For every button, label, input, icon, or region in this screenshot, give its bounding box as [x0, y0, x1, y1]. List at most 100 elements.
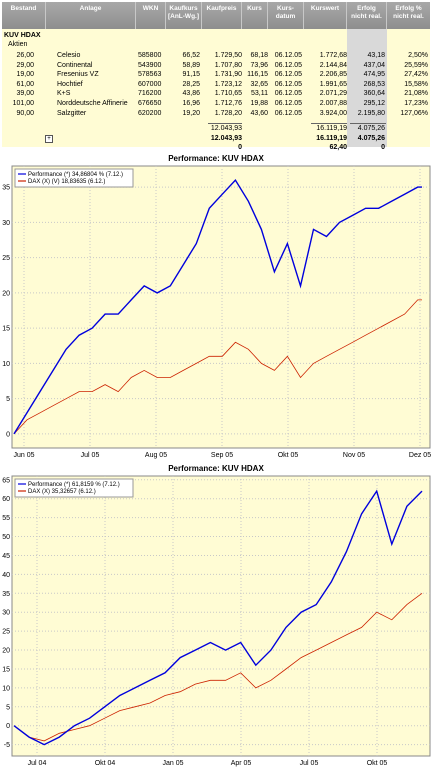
cell-kaufkurs: 66,52: [182, 52, 200, 59]
legend-label: Performance (*) 34,86804 % (7.12.): [28, 172, 123, 178]
col-kaufpreis[interactable]: Kaufpreis: [202, 2, 242, 29]
cell-kurswert: 3.924,00: [319, 109, 347, 117]
y-tick-label: 35: [2, 591, 10, 598]
y-tick-label: 60: [2, 496, 10, 503]
erfolg-column-shade: [347, 29, 387, 147]
x-tick-label: Sep 05: [211, 452, 233, 459]
cell-bestand: 90,00: [16, 109, 34, 117]
cell-datum: 06.12.05: [274, 71, 302, 79]
series-line-dax: [13, 299, 422, 435]
cell-pct: 2,50%: [408, 52, 428, 59]
chart2-title: Performance: KUV HDAX: [168, 464, 264, 473]
col-kurs[interactable]: Kurs: [242, 2, 268, 29]
cell-anlage: K+S: [57, 90, 71, 98]
cell-anlage: Continental: [57, 61, 93, 69]
col-anlage[interactable]: Anlage: [46, 2, 136, 29]
extra-erfolg: 0: [381, 144, 385, 151]
col-kaufkurs[interactable]: Kaufkurs [AnL-Wg.]: [166, 2, 202, 29]
legend-label: Performance (*) 61,8159 % (7.12.): [28, 482, 120, 488]
cell-kurs: 19,88: [250, 100, 268, 107]
cell-datum: 06.12.05: [274, 100, 302, 107]
y-tick-label: 25: [2, 629, 10, 636]
y-tick-label: 30: [2, 610, 10, 617]
cell-kurswert: 2.007,88: [319, 100, 347, 107]
cell-datum: 06.12.05: [274, 90, 302, 98]
y-tick-label: 50: [2, 534, 10, 541]
cell-kaufpreis: 1.710,65: [214, 90, 242, 98]
cell-anlage: Hochtief: [57, 80, 83, 88]
cell-pct: 25,59%: [404, 61, 428, 69]
y-tick-label: 0: [6, 431, 10, 438]
cell-datum: 06.12.05: [274, 52, 302, 59]
cell-erfolg: 437,04: [363, 61, 385, 69]
cell-kurs: 43,60: [250, 109, 268, 117]
subtotal-kaufpreis: 12.043,93: [210, 125, 242, 132]
y-tick-label: 10: [2, 685, 10, 692]
series-line-performance: [13, 489, 423, 746]
y-tick-label: 5: [6, 396, 10, 403]
cell-kaufpreis: 1.728,20: [214, 109, 242, 117]
cell-wkn: 578563: [138, 71, 162, 79]
y-tick-label: -5: [4, 742, 10, 749]
y-tick-label: 40: [2, 572, 10, 579]
series-line-dax: [13, 592, 423, 742]
legend-box: [14, 168, 134, 188]
col-bestand[interactable]: Bestand: [2, 2, 46, 29]
cell-kaufpreis: 1.712,76: [214, 100, 242, 107]
cell-pct: 15,58%: [404, 80, 428, 88]
total-erfolg: 4.075,26: [357, 135, 385, 142]
subtotal-kurswert: 16.119,19: [316, 125, 347, 132]
x-tick-label: Jul 05: [300, 760, 319, 767]
col-wkn[interactable]: WKN: [136, 2, 166, 29]
cell-bestand: 101,00: [12, 100, 34, 107]
rule: [208, 123, 242, 124]
col-kurswert[interactable]: Kurswert: [304, 2, 347, 29]
col-kursdatum[interactable]: Kurs- datum: [268, 2, 304, 29]
cell-kurs: 73,96: [250, 61, 268, 69]
legend: Performance (*) 34,86804 % (7.12.)DAX (X…: [14, 168, 134, 188]
cell-kaufkurs: 16,96: [182, 100, 200, 107]
cell-pct: 17,23%: [404, 100, 428, 107]
x-tick-label: Jun 05: [13, 452, 34, 459]
y-tick-label: 45: [2, 553, 10, 560]
group-label: KUV HDAX: [4, 32, 41, 39]
cell-datum: 06.12.05: [274, 61, 302, 69]
extra-kurswert: 62,40: [329, 144, 347, 151]
cell-erfolg: 474,95: [363, 71, 385, 79]
cell-wkn: 585800: [138, 52, 162, 59]
cell-anlage: Fresenius VZ: [57, 71, 99, 79]
cell-erfolg: 295,12: [363, 100, 385, 107]
y-tick-label: 15: [2, 666, 10, 673]
x-tick-label: Okt 04: [95, 760, 116, 767]
cell-erfolg: 2.195,80: [357, 109, 385, 117]
total-kaufpreis: 12.043,93: [210, 135, 242, 142]
cell-kaufkurs: 58,89: [182, 61, 200, 69]
rule: [311, 123, 347, 124]
y-tick-label: 20: [2, 290, 10, 297]
x-tick-label: Okt 05: [367, 760, 388, 767]
performance-chart-6m: 0 5 10 15 20 25 30 35 Jun 05 Jul 05 Aug 05 Sep 05 Ok…: [2, 165, 431, 459]
y-tick-label: 25: [2, 255, 10, 262]
col-erfolg[interactable]: Erfolg nicht real.: [347, 2, 387, 29]
col-erfolg-pct[interactable]: Erfolg % nicht real.: [393, 5, 424, 20]
y-tick-label: 10: [2, 361, 10, 368]
subtotal-erfolg: 4.075,26: [357, 125, 385, 132]
subgroup-label: Aktien: [8, 41, 28, 48]
x-tick-label: Dez 05: [409, 452, 431, 459]
cell-kaufkurs: 91,15: [182, 71, 200, 79]
x-tick-label: Okt 05: [278, 452, 299, 459]
performance-chart-18m: -5 0 5 10 15 20 25 30 35 40 45 50 55 60 65 Jul 04 Okt 04…: [2, 475, 431, 767]
cell-kurswert: 2.206,85: [319, 71, 347, 79]
cell-datum: 06.12.05: [274, 80, 302, 88]
x-tick-label: Jan 05: [162, 760, 183, 767]
plus-box-icon[interactable]: +: [45, 135, 53, 143]
cell-kurs: 32,65: [250, 80, 268, 88]
extra-kaufpreis: 0: [238, 144, 242, 151]
table-body: KUV HDAX Aktien 26,00 Celesio 585800 66,52 1…: [2, 29, 430, 151]
cell-datum: 06.12.05: [274, 109, 302, 117]
cell-erfolg: 360,64: [363, 90, 385, 98]
y-tick-label: 35: [2, 185, 10, 192]
cell-kurs: 53,11: [251, 90, 268, 98]
y-tick-label: 0: [6, 723, 10, 730]
cell-kurswert: 2.144,84: [319, 61, 347, 69]
